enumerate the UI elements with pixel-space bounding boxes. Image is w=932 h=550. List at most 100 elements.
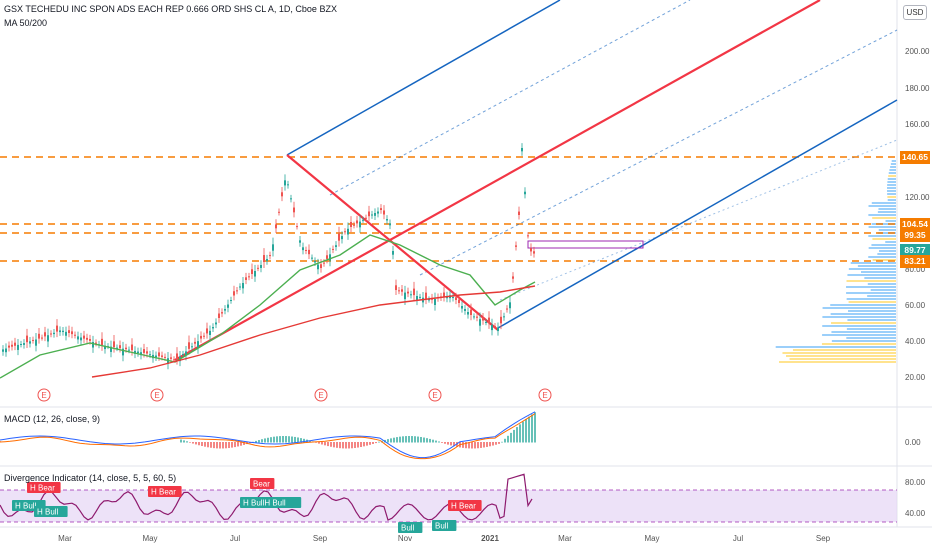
candle-body <box>62 330 64 333</box>
macd-histogram-bar <box>402 436 404 443</box>
candle-body <box>509 302 511 309</box>
earnings-label: E <box>542 391 547 400</box>
candle-body <box>257 267 259 269</box>
candle-body <box>50 333 52 335</box>
candle-body <box>365 217 367 219</box>
signal-badge-text: H Bull <box>37 508 59 517</box>
volume-profile-bar <box>887 199 896 201</box>
candle-body <box>488 317 490 324</box>
candle-body <box>428 299 430 301</box>
signal-badge-bg <box>448 500 482 511</box>
earnings-marker[interactable]: E <box>538 388 552 402</box>
candle-body <box>230 300 232 301</box>
candle-body <box>461 306 463 309</box>
candle-body <box>506 308 508 310</box>
candle-body <box>131 344 133 351</box>
time-axis-label: 2021 <box>481 534 499 543</box>
candle-body <box>164 356 166 358</box>
volume-profile-bar <box>846 280 896 282</box>
candle-body <box>416 296 418 301</box>
candle-body <box>302 247 304 251</box>
macd-histogram-bar <box>432 439 434 443</box>
signal-badge-bg <box>34 506 68 517</box>
candle-body <box>347 228 349 235</box>
candle-body <box>251 269 253 274</box>
pitchfork-median-line <box>174 0 821 361</box>
price-axis-tick: 200.00 <box>905 47 930 56</box>
volume-profile-bar <box>871 244 896 246</box>
volume-profile-bar <box>831 340 896 342</box>
macd-line <box>0 411 536 459</box>
candle-body <box>83 335 85 339</box>
candle-body <box>275 224 277 229</box>
earnings-marker[interactable]: E <box>37 388 51 402</box>
macd-histogram-bar <box>462 442 464 448</box>
candle-body <box>410 294 412 296</box>
candle-body <box>329 254 331 261</box>
macd-histogram-bar <box>303 438 305 443</box>
macd-histogram-bar <box>495 442 497 445</box>
macd-histogram-bar <box>300 438 302 443</box>
earnings-marker[interactable]: E <box>314 388 328 402</box>
candle-body <box>209 330 211 335</box>
volume-profile-bar <box>871 223 896 225</box>
macd-histogram-bar <box>510 432 512 443</box>
macd-histogram-bar <box>450 442 452 446</box>
macd-histogram-bar <box>408 436 410 443</box>
volume-profile-bar <box>822 307 896 309</box>
earnings-marker[interactable]: E <box>150 388 164 402</box>
candle-body <box>5 348 7 353</box>
price-level-tag: 140.65 <box>900 151 930 164</box>
macd-legend[interactable]: MACD (12, 26, close, 9) <box>4 414 101 424</box>
candle-body <box>407 291 409 294</box>
price-level-tag: 104.54 <box>900 218 930 231</box>
candle-body <box>311 257 313 259</box>
volume-profile-bar <box>846 286 896 288</box>
macd-histogram-bar <box>483 442 485 448</box>
macd-histogram-bar <box>438 441 440 443</box>
candle-body <box>38 333 40 339</box>
volume-profile-bar <box>870 289 896 291</box>
macd-histogram-bar <box>360 442 362 448</box>
signal-badge-bg <box>250 478 275 489</box>
candle-body <box>140 352 142 356</box>
volume-profile-bar <box>789 358 896 360</box>
macd-histogram-bar <box>204 442 206 447</box>
divergence-signal-badge: H Bear <box>448 500 482 511</box>
candle-body <box>341 236 343 240</box>
price-axis-tick: 120.00 <box>905 193 930 202</box>
price-axis-tick: 20.00 <box>905 373 926 382</box>
volume-profile-bar <box>877 211 896 213</box>
price-level-tag: 99.35 <box>900 229 930 242</box>
earnings-marker[interactable]: E <box>428 388 442 402</box>
candle-body <box>455 297 457 300</box>
candle-body <box>44 332 46 337</box>
ma-legend[interactable]: MA 50/200 <box>4 18 48 28</box>
earnings-circle <box>538 388 552 402</box>
volume-profile-bar <box>846 292 896 294</box>
candle-body <box>404 292 406 300</box>
candle-body <box>425 292 427 299</box>
time-axis-label: Mar <box>558 534 572 543</box>
volume-profile-bar <box>868 235 896 237</box>
macd-histogram-bar <box>219 442 221 449</box>
currency-button[interactable]: USD <box>903 5 927 20</box>
candle-body <box>74 334 76 336</box>
candle-body <box>401 289 403 292</box>
macd-histogram-bar <box>318 442 320 444</box>
macd-histogram-bar <box>195 442 197 445</box>
volume-profile-bar <box>830 304 896 306</box>
candle-body <box>305 249 307 251</box>
volume-profile-bar <box>868 205 896 207</box>
candle-body <box>119 345 121 349</box>
macd-histogram-bar <box>471 442 473 449</box>
macd-histogram-bar <box>213 442 215 449</box>
signal-badge-bg <box>240 497 302 508</box>
macd-histogram-bar <box>273 436 275 443</box>
macd-histogram-bar <box>321 442 323 445</box>
divergence-legend[interactable]: Divergence Indicator (14, close, 5, 5, 6… <box>4 473 177 483</box>
macd-histogram-bar <box>489 442 491 447</box>
volume-profile-bar <box>822 316 896 318</box>
macd-signal-line <box>0 413 536 460</box>
